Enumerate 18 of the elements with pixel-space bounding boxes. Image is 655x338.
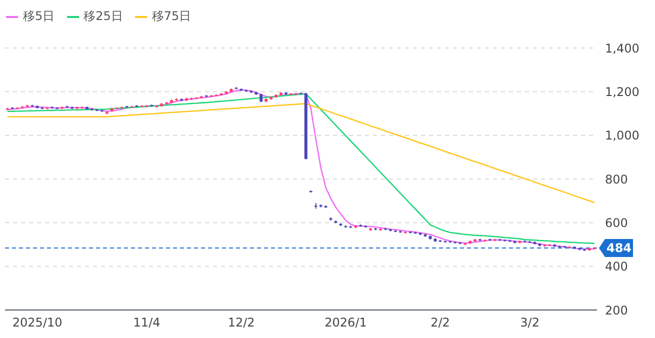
legend-label: 移75日 bbox=[152, 8, 192, 25]
legend-label: 移25日 bbox=[84, 8, 123, 25]
y-tick-label: 200 bbox=[605, 303, 628, 318]
y-tick-label: 600 bbox=[605, 216, 628, 230]
x-tick-label: 2025/10 bbox=[12, 316, 62, 330]
y-tick-label: 1,000 bbox=[605, 128, 640, 143]
y-tick-label: 1,400 bbox=[605, 41, 640, 56]
y-tick-label: 800 bbox=[605, 172, 628, 186]
x-tick-label: 12/2 bbox=[228, 316, 255, 330]
x-tick-label: 2/2 bbox=[430, 316, 450, 330]
line-series bbox=[6, 103, 596, 204]
ref-line-label: 484 bbox=[606, 240, 632, 255]
y-tick-label: 400 bbox=[605, 260, 628, 274]
x-tick-label: 2026/1 bbox=[324, 316, 367, 330]
y-tick-label: 1,200 bbox=[605, 84, 640, 99]
x-tick-label: 3/2 bbox=[520, 316, 540, 330]
x-tick-label: 11/4 bbox=[133, 316, 160, 330]
legend-label: 移5日 bbox=[23, 8, 55, 25]
